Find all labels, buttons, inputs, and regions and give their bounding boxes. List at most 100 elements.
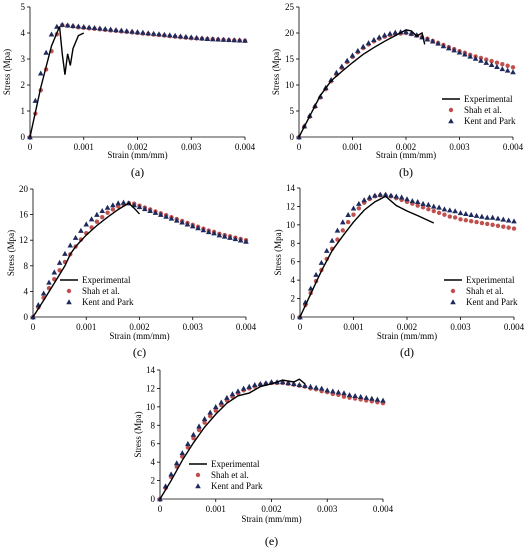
shah-point xyxy=(202,420,207,425)
kent-park-point xyxy=(185,440,191,446)
kent-park-point xyxy=(75,23,82,29)
kent-park-point xyxy=(494,64,500,70)
kent-park-point xyxy=(457,210,464,216)
kent-park-point xyxy=(237,237,244,243)
shah-point xyxy=(489,58,494,64)
y-axis-title: Stress (Mpa) xyxy=(273,229,283,275)
kent-park-point xyxy=(207,409,213,415)
kent-park-point xyxy=(361,197,367,203)
kent-park-point xyxy=(456,49,463,55)
legend-label: Shah et al. xyxy=(466,286,504,296)
x-tick-label: 0.001 xyxy=(206,504,226,514)
legend-swatch-triangle xyxy=(450,299,456,305)
legend-label: Kent and Park xyxy=(211,481,263,491)
kent-park-point xyxy=(446,45,452,51)
legend-swatch-triangle xyxy=(195,483,201,489)
kent-park-point xyxy=(107,26,114,32)
kent-park-point xyxy=(430,203,437,209)
series-experimental xyxy=(159,378,306,500)
y-tick-label: 2 xyxy=(151,476,156,486)
kent-park-point xyxy=(329,237,335,243)
kent-park-point xyxy=(115,200,121,206)
kent-park-point xyxy=(179,219,185,225)
x-tick-label: 0.001 xyxy=(76,322,96,332)
kent-park-point xyxy=(479,213,485,219)
kent-park-point xyxy=(424,36,431,42)
kent-park-point xyxy=(120,199,127,205)
kent-park-point xyxy=(484,214,491,220)
kent-park-point xyxy=(156,31,162,37)
y-axis-title: Stress (Mpa) xyxy=(6,230,16,276)
kent-park-point xyxy=(236,37,243,43)
x-axis-title: Strain (mm/mm) xyxy=(107,150,167,160)
kent-park-point xyxy=(472,55,479,61)
kent-park-point xyxy=(48,31,55,37)
kent-park-point xyxy=(195,225,201,231)
x-tick-label: 0.001 xyxy=(342,142,362,152)
kent-park-point xyxy=(409,198,416,204)
shah-point xyxy=(191,435,196,441)
kent-park-point xyxy=(366,194,373,200)
kent-park-point xyxy=(341,390,347,396)
legend-swatch-circle xyxy=(448,107,454,113)
shah-point xyxy=(505,63,510,68)
shah-point xyxy=(105,210,110,215)
kent-park-point xyxy=(221,233,228,239)
y-tick-label: 8 xyxy=(151,420,156,430)
kent-park-point xyxy=(489,214,496,220)
x-axis-title: Strain (mm/mm) xyxy=(377,331,437,341)
shah-point xyxy=(426,206,431,212)
y-tick-label: 5 xyxy=(290,106,295,116)
kent-park-point xyxy=(220,36,227,42)
x-tick-label: 0.002 xyxy=(397,322,417,332)
x-axis-title: Strain (mm/mm) xyxy=(109,331,169,341)
experimental-line xyxy=(32,202,141,318)
kent-park-point xyxy=(37,70,44,76)
legend-label: Experimental xyxy=(464,94,513,104)
kent-park-point xyxy=(334,227,341,233)
shah-point xyxy=(100,214,105,220)
kent-park-point xyxy=(302,382,308,388)
kent-park-point xyxy=(313,271,319,277)
kent-park-point xyxy=(161,31,168,37)
y-tick-label: 4 xyxy=(151,457,156,467)
kent-park-point xyxy=(376,34,383,40)
kent-park-point xyxy=(500,216,507,222)
shah-point xyxy=(484,57,489,62)
kent-park-point xyxy=(246,383,252,389)
kent-park-point xyxy=(323,247,330,253)
kent-park-point xyxy=(296,381,303,387)
x-tick-label: 0.002 xyxy=(127,142,147,152)
kent-park-point xyxy=(189,223,196,229)
y-tick-label: 12 xyxy=(19,235,28,245)
kent-park-point xyxy=(463,211,469,217)
kent-park-point xyxy=(313,384,319,390)
x-tick-label: 0 xyxy=(297,142,302,152)
kent-park-point xyxy=(188,34,195,40)
experimental-line xyxy=(29,26,85,138)
shah-point xyxy=(94,219,100,224)
x-tick-label: 0 xyxy=(158,504,163,514)
kent-park-point xyxy=(97,25,103,31)
panel-label: (e) xyxy=(265,534,278,548)
y-tick-label: 6 xyxy=(291,257,296,267)
series-experimental xyxy=(29,26,85,138)
x-tick-label: 0.003 xyxy=(449,142,470,152)
panel-label: (c) xyxy=(133,345,146,359)
x-tick-label: 0.001 xyxy=(343,322,363,332)
shah-point xyxy=(500,61,505,67)
kent-park-point xyxy=(350,205,357,211)
kent-park-point xyxy=(374,396,381,402)
y-tick-label: 2 xyxy=(21,80,26,90)
kent-park-point xyxy=(173,217,180,223)
kent-park-point xyxy=(387,30,393,36)
series-kent-and-park xyxy=(157,379,386,502)
kent-park-point xyxy=(78,227,84,233)
shah-point xyxy=(436,210,442,216)
y-tick-label: 0 xyxy=(291,312,296,322)
x-tick-label: 0.003 xyxy=(181,142,202,152)
kent-park-point xyxy=(215,36,221,42)
